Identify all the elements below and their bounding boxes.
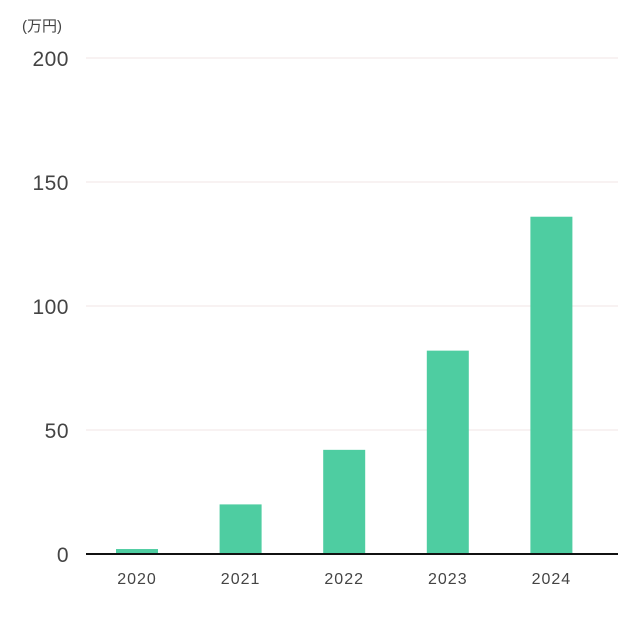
bar-2023 — [426, 350, 469, 554]
x-tick-label: 2021 — [221, 571, 261, 588]
x-tick-label: 2022 — [324, 571, 364, 588]
grid-lines — [86, 57, 618, 431]
bar-2024 — [530, 216, 573, 554]
x-axis-ticks: 2020 2021 2022 2023 2024 — [117, 571, 572, 588]
y-axis-ticks: 0 50 100 150 200 — [32, 48, 69, 567]
y-tick-label: 150 — [32, 172, 69, 195]
y-tick-label: 50 — [45, 420, 69, 443]
y-unit-label: (万円) — [22, 18, 62, 35]
y-tick-label: 200 — [32, 48, 69, 71]
x-tick-label: 2024 — [532, 571, 572, 588]
x-tick-label: 2023 — [428, 571, 468, 588]
y-tick-label: 100 — [32, 296, 69, 319]
bar-2021 — [219, 504, 262, 554]
y-tick-label: 0 — [57, 544, 69, 567]
bar-2020 — [116, 549, 158, 554]
bars — [116, 216, 573, 554]
x-tick-label: 2020 — [117, 571, 157, 588]
bar-2022 — [323, 449, 366, 554]
